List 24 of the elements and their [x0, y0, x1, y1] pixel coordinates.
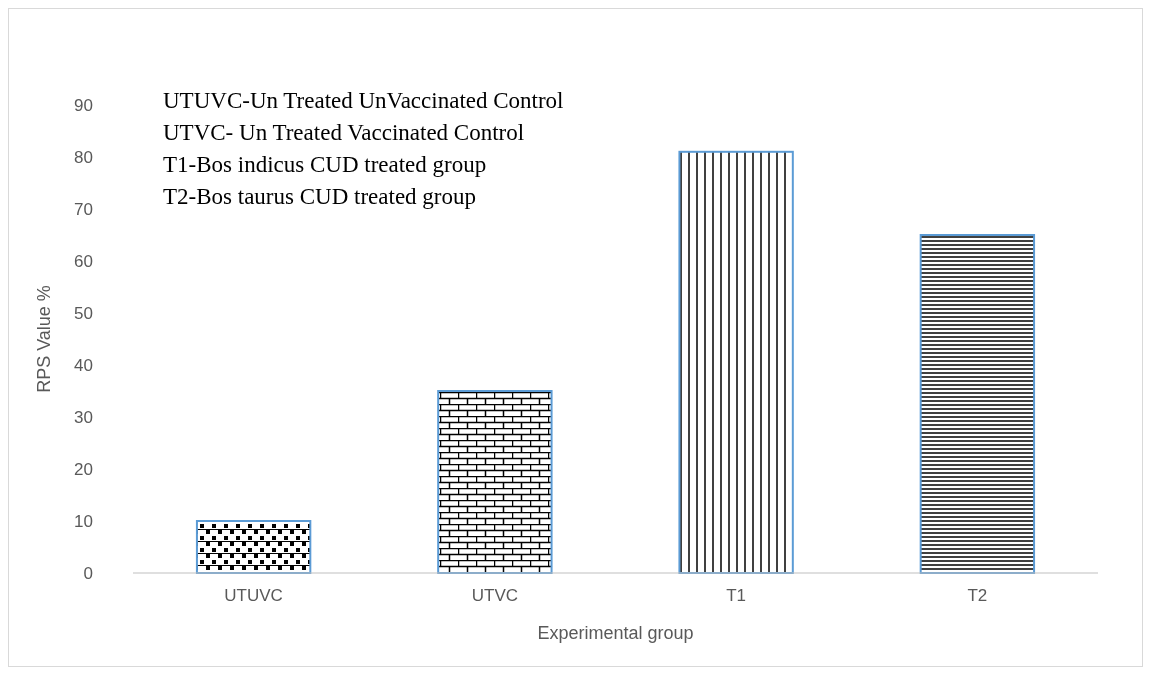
annotation: T1-Bos indicus CUD treated group — [163, 152, 487, 177]
y-tick-label: 30 — [74, 407, 93, 427]
bar — [437, 390, 553, 574]
annotation: UTUVC-Un Treated UnVaccinated Control — [163, 88, 564, 113]
y-tick-label: 90 — [74, 95, 93, 115]
y-tick-label: 80 — [74, 147, 93, 167]
annotation: UTVC- Un Treated Vaccinated Control — [163, 120, 525, 145]
y-tick-label: 10 — [74, 511, 93, 531]
x-tick-label: T2 — [967, 586, 988, 605]
y-tick-label: 0 — [83, 563, 93, 583]
bar — [195, 520, 312, 574]
y-tick-label: 70 — [74, 199, 93, 219]
y-tick-label: 60 — [74, 251, 93, 271]
annotation: T2-Bos taurus CUD treated group — [163, 184, 476, 209]
bar — [919, 234, 1036, 574]
y-tick-label: 50 — [74, 303, 93, 323]
x-tick-label: UTVC — [471, 586, 519, 605]
bar — [678, 150, 794, 574]
y-axis-title: RPS Value % — [34, 285, 54, 393]
y-tick-label: 40 — [74, 355, 93, 375]
x-tick-label: UTUVC — [224, 586, 283, 605]
y-tick-label: 20 — [74, 459, 93, 479]
x-tick-label: T1 — [726, 586, 747, 605]
x-axis-title: Experimental group — [537, 623, 694, 643]
